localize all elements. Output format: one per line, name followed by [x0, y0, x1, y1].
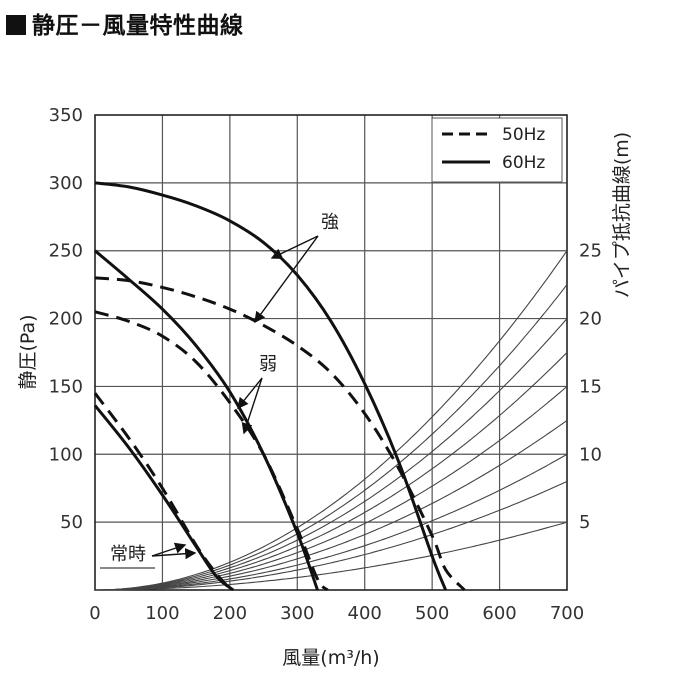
x-tick-label: 400	[348, 603, 382, 624]
x-axis-label: 風量(m³/h)	[282, 647, 379, 669]
annotation-arrow	[151, 542, 187, 557]
annotation-arrow	[237, 377, 263, 410]
x-tick-label: 500	[415, 603, 449, 624]
annotation-arrow	[151, 548, 197, 560]
fan-curve-50Hz	[93, 392, 233, 592]
annotation-arrow	[241, 377, 263, 435]
y2-axis-label: パイプ抵抗曲線(m)	[611, 132, 633, 298]
pipe-resistance-curve	[95, 521, 568, 591]
y-tick-label: 350	[49, 105, 83, 126]
pipe-resistance-curve	[95, 453, 568, 591]
x-tick-label: 0	[89, 603, 100, 624]
pipe-resistance-curve	[94, 318, 568, 591]
x-tick-label: 600	[482, 603, 516, 624]
pipe-resistance-label: 5	[579, 512, 590, 533]
curve-annotation-label: 強	[321, 212, 339, 233]
fan-curve-50Hz	[94, 276, 466, 592]
annotation-arrow	[254, 235, 319, 324]
fan-curve-60Hz	[93, 404, 235, 592]
pipe-resistance-curve	[94, 250, 568, 591]
pipe-resistance-label: 15	[579, 376, 602, 397]
y-axis-label: 静圧(Pa)	[17, 314, 39, 389]
pipe-resistance-label: 20	[579, 309, 602, 330]
pipe-resistance-curve	[95, 419, 568, 591]
y-tick-label: 200	[49, 309, 83, 330]
fan-curve-50Hz	[94, 310, 329, 592]
fan-curve-60Hz	[94, 249, 319, 591]
pipe-resistance-curve	[95, 352, 568, 591]
curve-annotation-label: 弱	[259, 354, 277, 375]
y-tick-label: 150	[49, 376, 83, 397]
legend-label: 60Hz	[502, 153, 545, 173]
y-tick-label: 250	[49, 241, 83, 262]
legend-label: 50Hz	[502, 125, 545, 145]
title-square-icon	[6, 15, 26, 35]
pipe-resistance-curve	[95, 385, 568, 591]
curve-annotation-label: 常時	[110, 544, 146, 565]
x-tick-label: 300	[280, 603, 314, 624]
annotation-arrow	[270, 235, 319, 259]
plot-area	[95, 115, 567, 590]
chart-title: 静圧－風量特性曲線	[6, 6, 244, 40]
pipe-resistance-label: 10	[579, 444, 602, 465]
x-tick-label: 100	[145, 603, 179, 624]
pipe-resistance-curve	[95, 480, 568, 591]
x-tick-label: 700	[550, 603, 584, 624]
x-tick-label: 200	[213, 603, 247, 624]
legend-box	[431, 117, 563, 183]
pipe-resistance-label: 25	[579, 241, 602, 262]
y-tick-label: 50	[60, 512, 83, 533]
y-tick-label: 300	[49, 173, 83, 194]
y-tick-label: 100	[49, 444, 83, 465]
pipe-resistance-curve	[94, 284, 568, 591]
chart-title-text: 静圧－風量特性曲線	[32, 13, 244, 39]
